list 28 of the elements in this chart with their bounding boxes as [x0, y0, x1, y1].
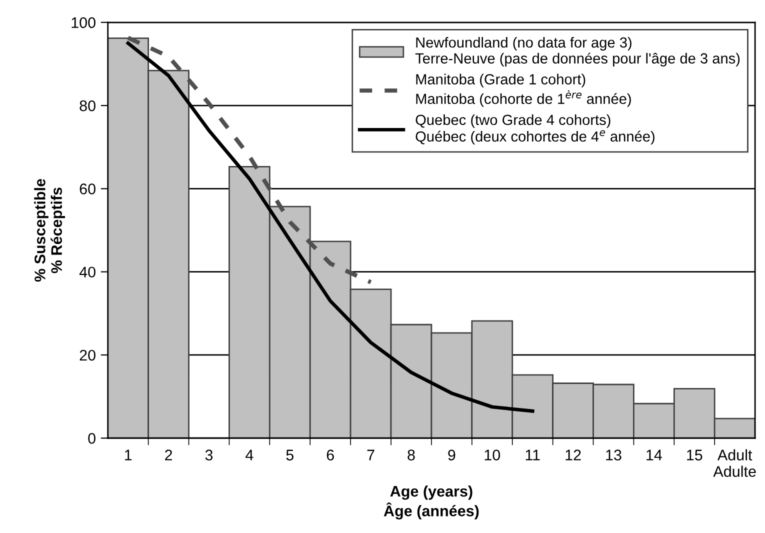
y-tick-label: 0 — [88, 432, 96, 444]
x-tick-label: 2 — [165, 450, 172, 460]
y-tick-label: 40 — [79, 266, 96, 278]
x-tick-label: 6 — [326, 450, 334, 460]
x-tick-label: 13 — [606, 450, 622, 460]
x-tick-label: 3 — [205, 450, 213, 460]
x-tick-label: 14 — [646, 450, 662, 460]
x-tick-label: 1 — [125, 450, 132, 460]
x-tick-label: 15 — [687, 450, 702, 460]
x-tick-label: 10 — [484, 450, 500, 460]
x-tick-label: Adult Adulte — [713, 449, 756, 477]
x-tick-label: 7 — [367, 450, 374, 460]
x-tick-label: 5 — [286, 450, 294, 460]
y-tick-label: 20 — [80, 350, 96, 361]
y-tick-label: 80 — [80, 100, 96, 112]
x-axis-title: Age (years) Âge (années) — [384, 485, 479, 520]
x-tick-label: 8 — [408, 450, 415, 460]
x-tick-label: 4 — [246, 450, 254, 460]
line-series — [126, 36, 373, 284]
y-axis-title: % Susceptible % Réceptifs — [34, 178, 66, 282]
x-tick-label: 12 — [566, 450, 581, 460]
x-tick-label: 9 — [448, 450, 456, 460]
y-tick-label: 100 — [72, 17, 96, 28]
legend-label: Newfoundland (no data for age 3) Terre-Neuve (pas de données pour l'âge de 3 ans) — [415, 36, 740, 66]
legend-label: Quebec (two Grade 4 cohorts) Québec (deux cohortes de 4$^{e}$ année) — [416, 114, 654, 145]
x-tick-label: 11 — [526, 450, 540, 460]
legend-label: Manitoba (Grade 1 cohort) Manitoba (cohorte de 1$^{ère}$ année) — [416, 74, 631, 107]
y-tick-label: 60 — [80, 184, 96, 194]
